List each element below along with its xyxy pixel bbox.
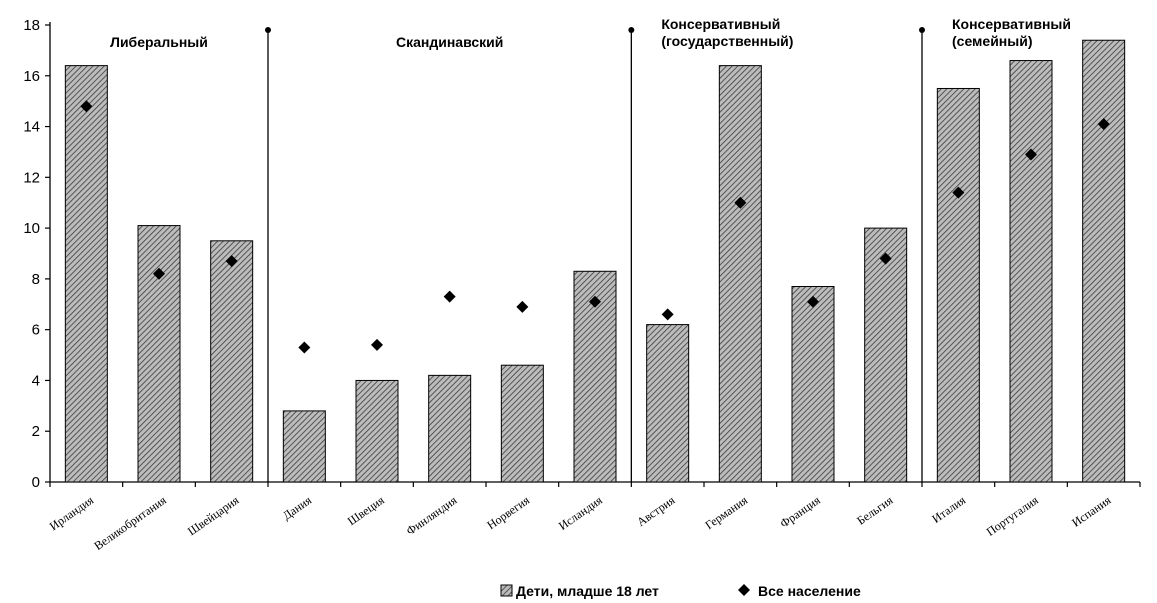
x-tick-label: Испания xyxy=(1069,493,1114,530)
x-tick-label: Германия xyxy=(702,493,750,532)
marker-total-population xyxy=(516,300,529,313)
y-tick-label: 4 xyxy=(32,372,40,389)
marker-total-population xyxy=(734,196,747,209)
marker-total-population xyxy=(298,341,311,354)
legend-label-marker: Все население xyxy=(758,583,861,599)
regime-divider-dot xyxy=(628,27,635,33)
legend: Дети, младше 18 лет Все население xyxy=(500,583,861,599)
y-tick-label: 12 xyxy=(23,169,40,186)
bar-children-under-18 xyxy=(791,286,835,483)
bar-children-under-18 xyxy=(646,324,690,483)
bar-children-under-18 xyxy=(355,379,399,483)
y-tick-label: 10 xyxy=(23,220,40,237)
x-tick-label: Франция xyxy=(777,493,823,531)
plot-area: 0 2 4 6 8 10 12 14 16 18 Либеральный Скандинавский К… xyxy=(23,16,1141,553)
x-tick-label: Швеция xyxy=(345,493,387,528)
x-tick-label: Исландия xyxy=(556,493,605,533)
regime-label: Либеральный xyxy=(110,34,208,50)
bar-children-under-18 xyxy=(137,225,181,483)
legend-label-bar: Дети, младше 18 лет xyxy=(516,583,659,599)
x-tick-label: Бельгия xyxy=(854,493,896,528)
y-tick-label: 18 xyxy=(23,17,40,34)
x-tick-label: Италия xyxy=(929,493,968,526)
bar-children-under-18 xyxy=(500,364,544,483)
x-tick-label: Португалия xyxy=(984,493,1041,539)
legend-swatch-bar xyxy=(500,584,513,597)
marker-total-population xyxy=(1025,148,1037,161)
y-tick-label: 2 xyxy=(32,423,40,440)
regime-label: (государственный) xyxy=(661,33,793,49)
marker-total-population xyxy=(1097,118,1110,131)
x-tick-label: Великобритания xyxy=(91,493,169,553)
regime-label: (семейный) xyxy=(952,33,1032,49)
x-tick-label: Ирландия xyxy=(47,493,97,534)
bar-children-under-18 xyxy=(936,87,980,483)
marker-total-population xyxy=(443,290,456,303)
regime-divider-dot xyxy=(919,27,925,33)
marker-total-population xyxy=(589,295,601,308)
regime-label: Скандинавский xyxy=(396,34,503,50)
bar-children-under-18 xyxy=(864,227,908,483)
marker-total-population xyxy=(952,186,965,199)
x-tick-label: Швейцария xyxy=(185,493,242,539)
bar-children-under-18 xyxy=(1082,39,1126,483)
bar-children-under-18 xyxy=(64,65,108,483)
x-tick-label: Норвегия xyxy=(484,493,532,533)
legend-marker-diamond xyxy=(738,584,750,596)
y-tick-label: 0 xyxy=(32,474,40,491)
marker-total-population xyxy=(153,267,165,280)
x-tick-label: Дания xyxy=(280,493,315,523)
bar-children-under-18 xyxy=(210,240,254,483)
regime-label: Консервативный xyxy=(661,16,780,32)
marker-total-population xyxy=(80,100,93,113)
bar-children-under-18 xyxy=(282,410,326,483)
marker-total-population xyxy=(879,252,892,265)
marker-total-population xyxy=(371,338,383,351)
regime-label: Консервативный xyxy=(952,16,1071,32)
bar-children-under-18 xyxy=(1009,60,1053,483)
y-tick-label: 6 xyxy=(32,322,40,339)
y-tick-label: 16 xyxy=(23,68,40,85)
y-tick-label: 8 xyxy=(32,271,40,288)
bar-children-under-18 xyxy=(428,374,472,483)
regime-divider-dot xyxy=(265,27,271,33)
x-tick-label: Финляндия xyxy=(404,493,460,538)
marker-total-population xyxy=(661,308,674,321)
bar-children-under-18 xyxy=(718,65,762,483)
x-tick-label: Австрия xyxy=(634,493,678,529)
marker-total-population xyxy=(807,295,819,308)
marker-total-population xyxy=(225,255,238,268)
y-tick-label: 14 xyxy=(23,119,40,136)
